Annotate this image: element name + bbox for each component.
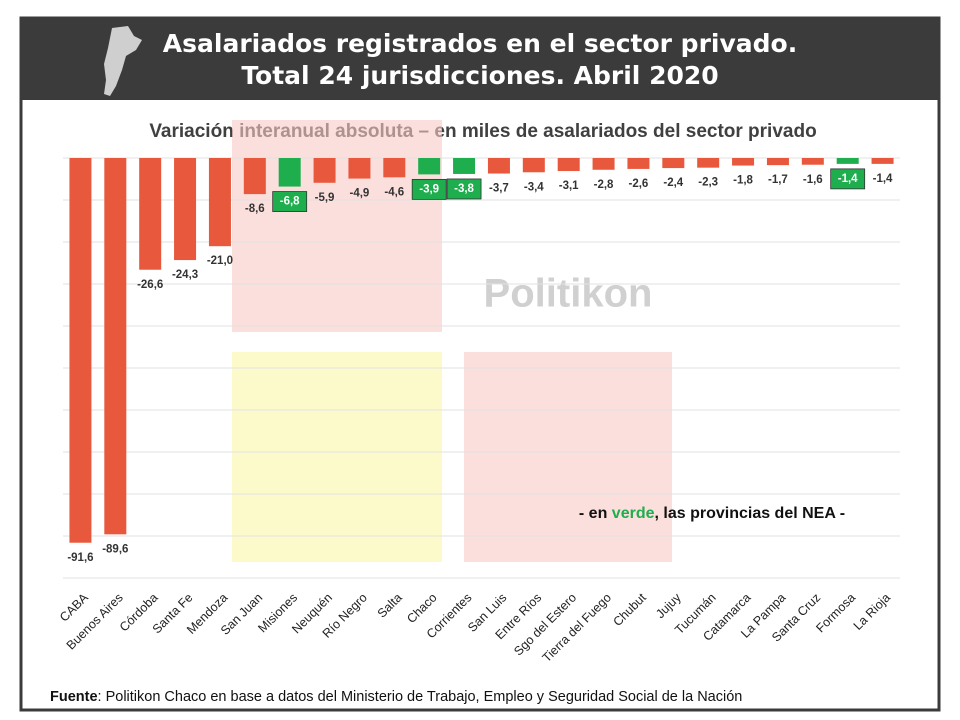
bar bbox=[174, 158, 197, 261]
chart-title-line2: Total 24 jurisdicciones. Abril 2020 bbox=[241, 61, 718, 90]
bar bbox=[208, 158, 231, 247]
value-label: -26,6 bbox=[137, 279, 163, 291]
value-label: -2,8 bbox=[594, 179, 614, 191]
chart-title: Asalariados registrados en el sector pri… bbox=[163, 29, 797, 58]
footnote: Fuente: Politikon Chaco en base a datos … bbox=[50, 689, 742, 705]
bar bbox=[836, 158, 859, 164]
value-label-box bbox=[272, 191, 308, 212]
bar bbox=[104, 158, 127, 535]
bar bbox=[313, 158, 336, 183]
map-icon bbox=[104, 26, 142, 96]
value-label: -1,7 bbox=[768, 174, 788, 186]
value-label: -91,6 bbox=[67, 552, 93, 564]
value-label-box bbox=[446, 178, 482, 200]
bar bbox=[69, 158, 92, 543]
value-label: -1,8 bbox=[733, 175, 753, 187]
watermark-shape bbox=[232, 352, 442, 562]
bar bbox=[871, 158, 894, 164]
value-label: -2,4 bbox=[663, 177, 683, 189]
value-label: -8,6 bbox=[245, 203, 265, 215]
bar bbox=[453, 158, 476, 174]
value-label: -3,1 bbox=[559, 180, 579, 192]
value-label: -1,6 bbox=[803, 174, 823, 186]
value-label-box bbox=[830, 168, 866, 190]
bar bbox=[592, 158, 615, 170]
annotation-part: - en bbox=[579, 505, 612, 522]
bar bbox=[766, 158, 789, 166]
bar bbox=[732, 158, 755, 166]
watermark: Politikon bbox=[484, 272, 653, 316]
annotation: - en verde, las provincias del NEA - bbox=[579, 505, 845, 522]
bar bbox=[243, 158, 266, 195]
value-label: -3,9 bbox=[419, 183, 439, 195]
bar bbox=[487, 158, 510, 174]
bar bbox=[278, 158, 301, 187]
header-band bbox=[21, 18, 939, 100]
value-label-box bbox=[411, 178, 447, 200]
value-label: -24,3 bbox=[172, 269, 198, 281]
value-label: -3,7 bbox=[489, 183, 509, 195]
bar bbox=[139, 158, 162, 270]
value-label: -6,8 bbox=[280, 196, 300, 208]
value-label: -2,6 bbox=[629, 178, 649, 190]
watermark-shape bbox=[232, 120, 442, 332]
bar bbox=[627, 158, 650, 169]
bar bbox=[383, 158, 406, 178]
value-label: -21,0 bbox=[207, 255, 233, 267]
value-label: -3,8 bbox=[454, 183, 474, 195]
value-label: -3,4 bbox=[524, 181, 544, 193]
bar bbox=[662, 158, 685, 169]
value-label: -1,4 bbox=[838, 173, 858, 185]
value-label: -89,6 bbox=[102, 543, 128, 555]
bar bbox=[697, 158, 720, 168]
bar bbox=[418, 158, 441, 175]
bar bbox=[557, 158, 580, 172]
value-label: -4,6 bbox=[384, 186, 404, 198]
watermark-shape bbox=[464, 352, 672, 562]
footnote-text: : Politikon Chaco en base a datos del Mi… bbox=[98, 689, 743, 705]
value-label: -5,9 bbox=[315, 192, 335, 204]
value-label: -4,9 bbox=[350, 188, 370, 200]
value-label: -2,3 bbox=[698, 177, 718, 189]
bar bbox=[348, 158, 371, 179]
value-label: -1,4 bbox=[873, 173, 893, 185]
footnote-label: Fuente bbox=[50, 689, 98, 705]
bar bbox=[522, 158, 545, 173]
annotation-highlight: verde bbox=[612, 505, 655, 522]
annotation-part: , las provincias del NEA - bbox=[655, 505, 846, 522]
bar bbox=[801, 158, 824, 165]
